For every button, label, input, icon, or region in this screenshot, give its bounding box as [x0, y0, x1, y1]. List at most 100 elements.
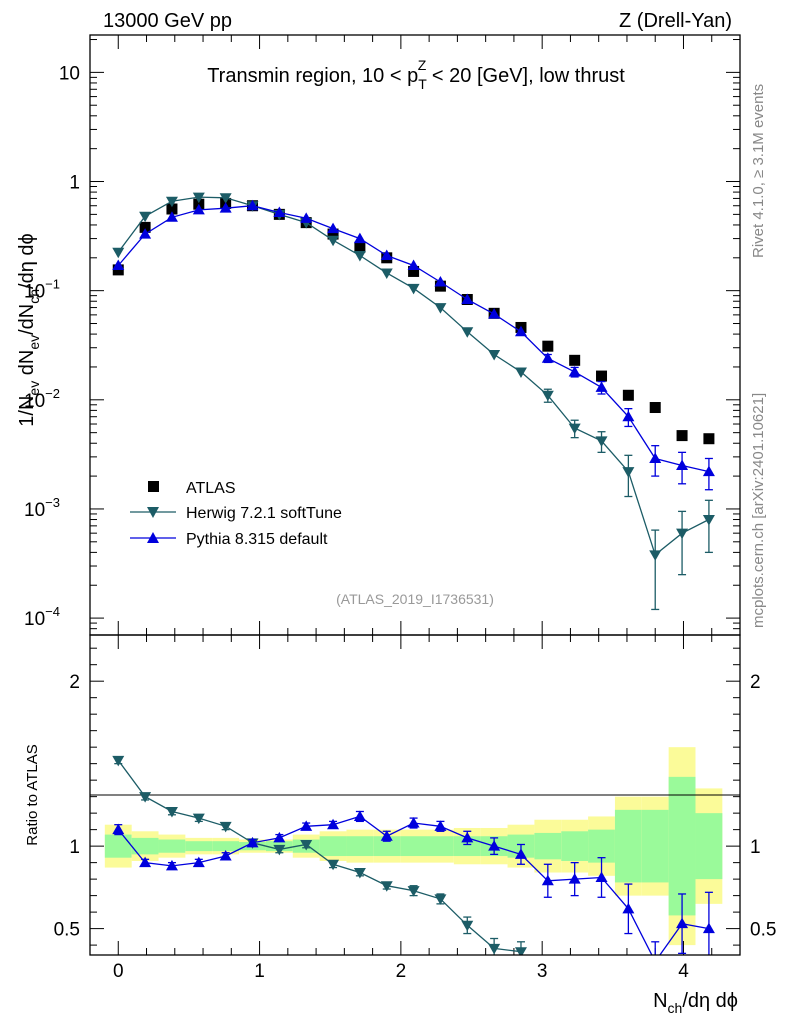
pythia-point — [676, 459, 689, 471]
title-sub-t: T — [418, 76, 427, 92]
title-part-2: < 20 [GeV], low thrust — [426, 65, 625, 87]
herwig-point — [353, 250, 366, 262]
ratio-band-inner — [185, 841, 213, 852]
pythia-point — [407, 259, 420, 271]
ratio-panel: 0.5 0.5 1 1 2 2 0 1 2 3 4 Ratio to ATLAS Nch/dη dϕ — [24, 634, 776, 1016]
pythia-point — [649, 452, 662, 463]
atlas-point — [703, 433, 715, 445]
pythia-ratio-point — [246, 836, 259, 848]
ratio-xtick-label: 2 — [396, 961, 407, 982]
herwig-point — [595, 436, 608, 447]
herwig-ratio-point — [514, 947, 527, 955]
legend-label-pythia: Pythia 8.315 default — [186, 531, 328, 548]
ratio-band-inner — [668, 776, 696, 916]
main-ytick-exponent: −2 — [45, 386, 60, 401]
pythia-ratio-point — [192, 856, 205, 868]
ratio-plot-frame — [89, 634, 741, 956]
pythia-ratio-point — [676, 917, 689, 929]
pythia-point — [541, 352, 554, 363]
ratio-xtick-label: 0 — [113, 961, 124, 982]
herwig-ratio-point — [380, 881, 393, 892]
pythia-point — [273, 206, 286, 218]
herwig-ratio-point — [273, 844, 286, 856]
atlas-point — [596, 370, 608, 382]
herwig-ratio-point — [327, 859, 340, 871]
pythia-point — [434, 276, 447, 287]
pythia-ratio-point — [702, 922, 715, 934]
pythia-ratio-point — [327, 818, 340, 830]
ratio-bands — [104, 747, 723, 946]
herwig-ratio-point — [165, 806, 178, 818]
herwig-ratio-point — [300, 839, 313, 851]
herwig-point — [702, 515, 715, 526]
ratio-band-inner — [534, 832, 562, 860]
pythia-point — [461, 293, 474, 304]
ratio-ytick-label-right: 1 — [750, 837, 761, 858]
herwig-point — [461, 327, 474, 338]
ratio-band-inner — [212, 841, 240, 852]
herwig-point — [541, 390, 554, 402]
ratio-band-inner — [453, 836, 481, 857]
ratio-ytick-label-left: 1 — [69, 837, 80, 858]
xlabel-post: /dη dϕ — [682, 990, 738, 1012]
herwig-ratio-point — [461, 920, 474, 932]
atlas-point — [676, 430, 688, 442]
atlas-point — [408, 265, 420, 277]
ratio-band-inner — [641, 809, 669, 883]
pythia-point — [112, 259, 125, 271]
ratio-band-inner — [346, 836, 374, 857]
atlas-point — [542, 340, 554, 352]
ratio-band-inner — [695, 813, 723, 880]
herwig-point — [514, 367, 527, 378]
pythia-point — [380, 249, 393, 260]
herwig-point — [139, 211, 152, 223]
herwig-ratio-line — [117, 760, 522, 953]
pythia-ratio-point — [139, 856, 152, 868]
atlas-point — [649, 402, 661, 414]
herwig-point — [622, 467, 635, 478]
ratio-ytick-label-right: 0.5 — [750, 920, 776, 941]
atlas-point — [569, 354, 581, 366]
pythia-ratio-point — [273, 831, 286, 843]
atlas-point — [327, 228, 339, 240]
pythia-ratio-point — [514, 848, 527, 859]
legend: ATLAS Herwig 7.2.1 softTune Pythia 8.315… — [130, 480, 342, 548]
pythia-line — [117, 205, 710, 473]
herwig-point — [219, 193, 232, 204]
pythia-ratio-point — [541, 874, 554, 886]
legend-label-herwig: Herwig 7.2.1 softTune — [186, 505, 342, 522]
herwig-line — [117, 196, 710, 556]
main-plot-title: Transmin region, 10 < pTZ < 20 [GeV], lo… — [207, 57, 625, 92]
pythia-point — [702, 465, 715, 477]
pythia-ratio-point — [353, 810, 366, 821]
ratio-band-inner — [427, 836, 454, 857]
xlabel-main: N — [653, 990, 667, 1012]
herwig-ratio-point — [192, 813, 205, 825]
title-sup-z: Z — [418, 57, 427, 73]
legend-marker-pythia — [147, 532, 159, 543]
pythia-point — [192, 203, 205, 215]
pythia-ratio-point — [112, 823, 125, 835]
main-ytick-exponent: −4 — [45, 604, 60, 619]
pythia-ratio-point — [219, 850, 232, 861]
pythia-ratio-point — [649, 956, 661, 967]
herwig-ratio-point — [139, 792, 152, 803]
main-ytick-label: 10−3 — [24, 495, 60, 521]
herwig-point — [165, 196, 178, 208]
title-part-1: Transmin region, 10 < p — [207, 65, 418, 87]
pythia-ratio-point — [595, 871, 608, 882]
ratio-xtick-label: 4 — [678, 961, 689, 982]
xlabel-sub: ch — [668, 1000, 683, 1016]
herwig-point — [649, 550, 662, 561]
rivet-version-label: Rivet 4.1.0, ≥ 3.1M events — [750, 84, 767, 258]
header-left-label: 13000 GeV pp — [103, 10, 232, 32]
herwig-ratio-point — [488, 943, 501, 955]
ratio-xlabel: Nch/dη dϕ — [653, 990, 738, 1016]
ratio-series — [112, 755, 715, 967]
pythia-point — [595, 381, 608, 392]
ratio-ytick-label-left: 0.5 — [54, 920, 80, 941]
pythia-ratio-point — [434, 820, 447, 831]
herwig-point — [380, 268, 393, 280]
